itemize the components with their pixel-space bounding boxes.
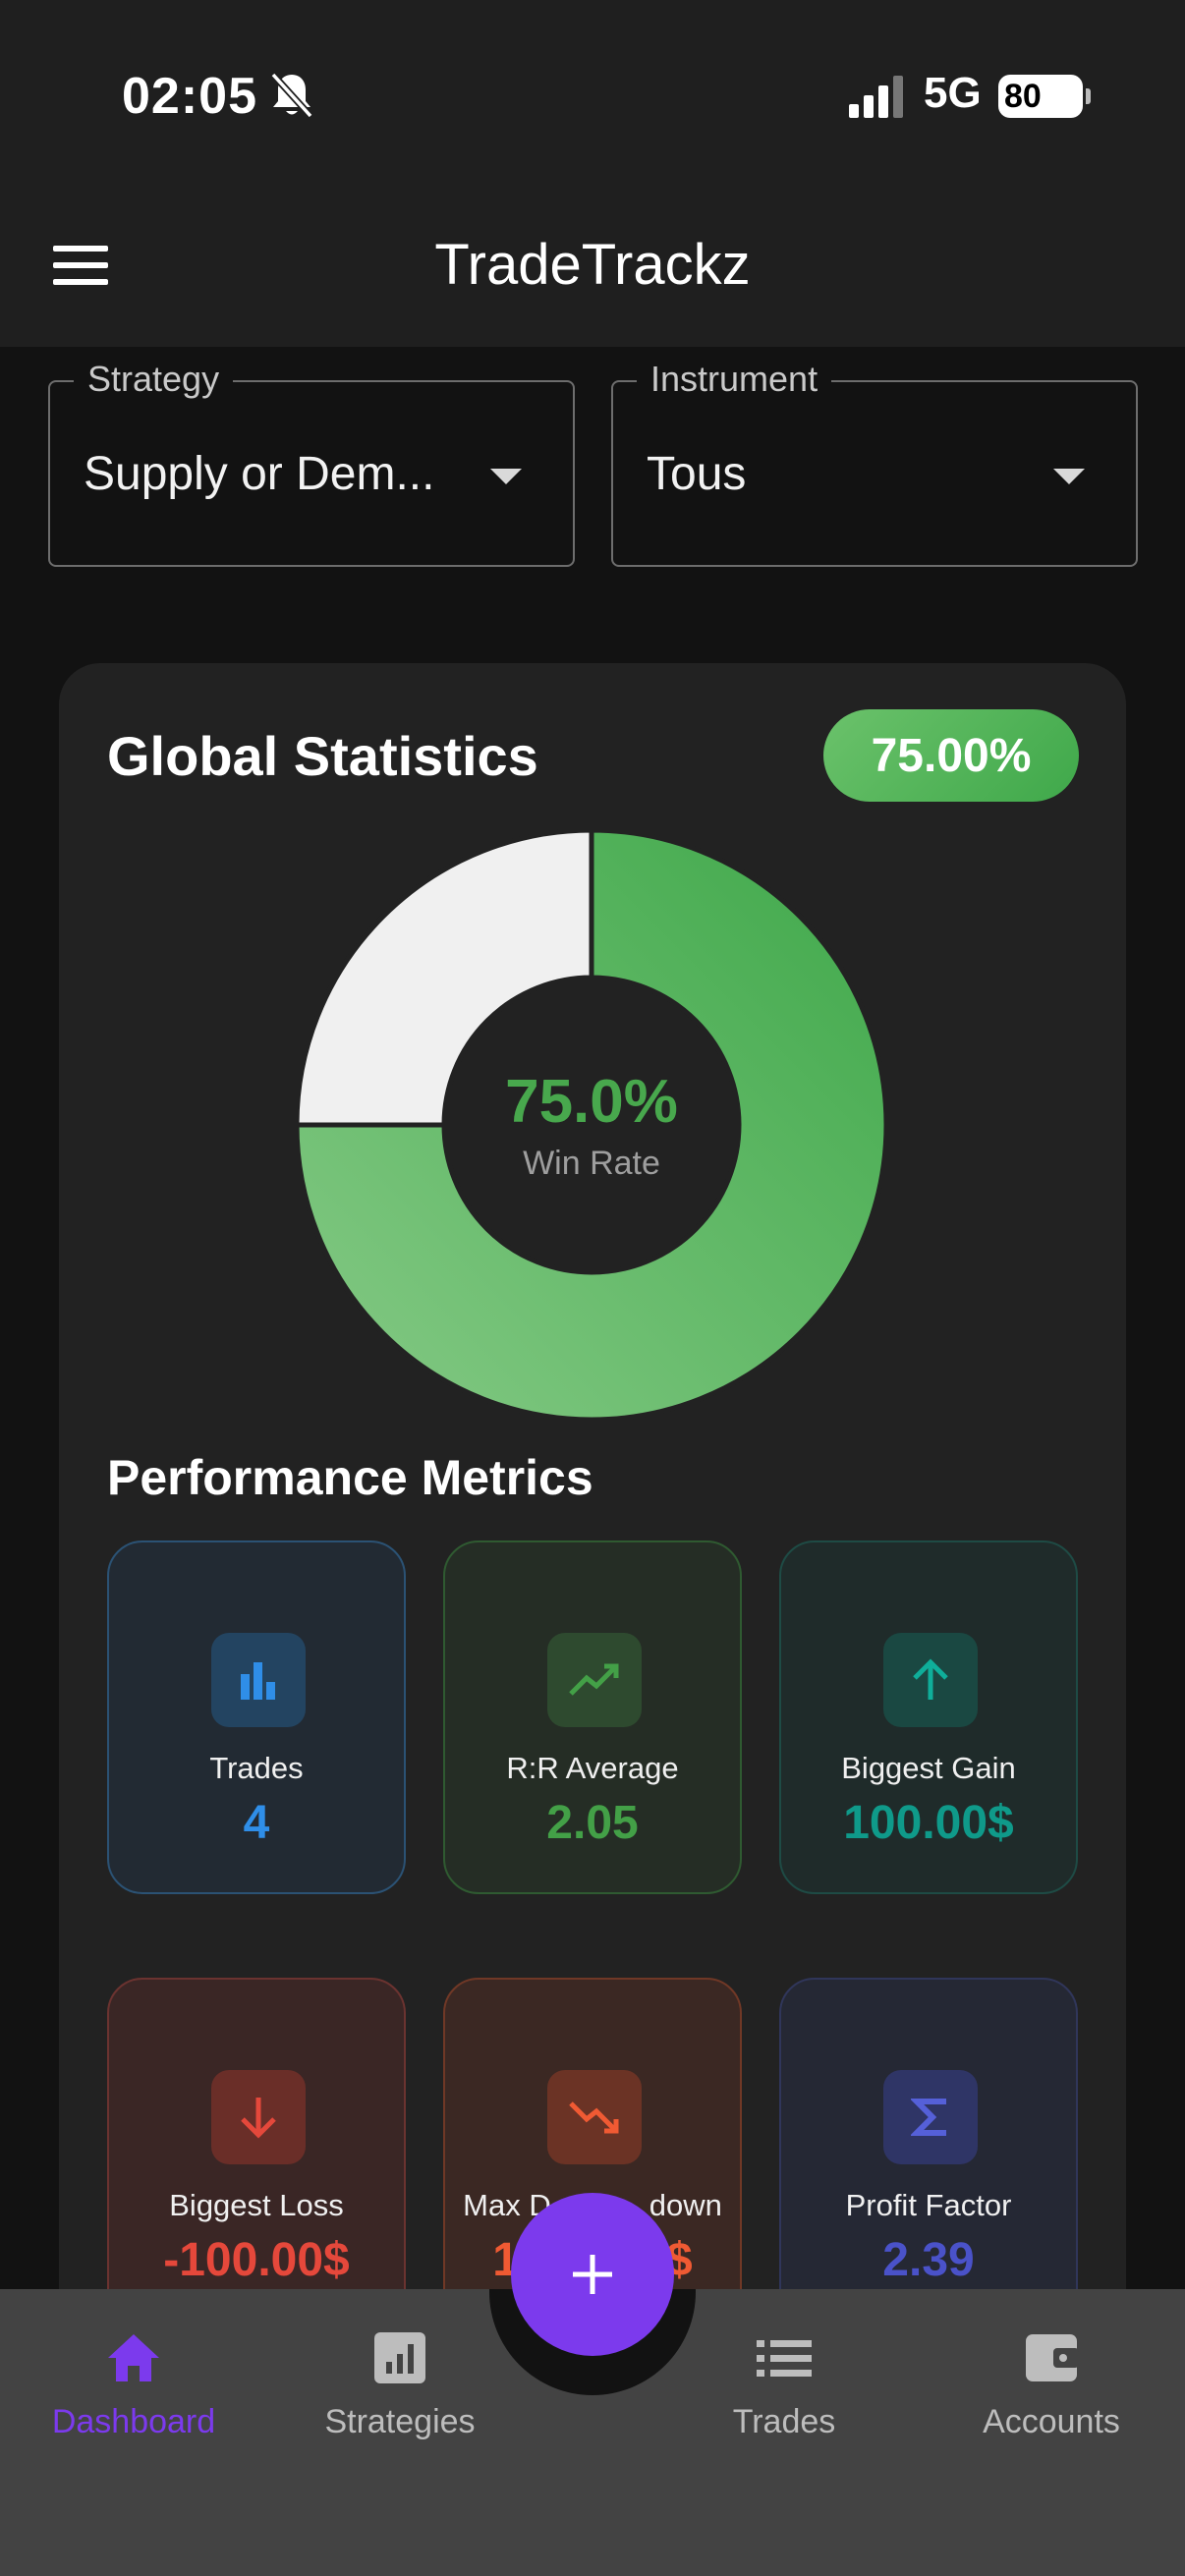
win-rate-badge: 75.00% bbox=[823, 709, 1079, 802]
metric-value: -100.00$ bbox=[163, 2234, 350, 2286]
battery-icon: 80 bbox=[998, 75, 1091, 118]
win-rate-value: 75.0% bbox=[505, 1068, 678, 1136]
metric-card-profit-factor: Profit Factor 2.39 bbox=[779, 1978, 1078, 2331]
home-icon bbox=[108, 2334, 159, 2381]
nav-label: Trades bbox=[732, 2403, 836, 2440]
win-rate-donut: 75.0% Win Rate bbox=[294, 827, 889, 1423]
app-header: 02:05 5G 80 TradeTrackz bbox=[0, 0, 1185, 347]
menu-button[interactable] bbox=[53, 246, 110, 287]
chevron-down-icon bbox=[490, 469, 522, 484]
list-icon bbox=[757, 2340, 812, 2377]
wallet-icon bbox=[1026, 2334, 1079, 2381]
plus-icon bbox=[573, 2255, 612, 2294]
global-statistics-card: Global Statistics 75.00% 75.0% Win Rate … bbox=[59, 663, 1126, 2510]
trending-down-icon bbox=[547, 2070, 642, 2164]
status-bar: 02:05 5G 80 bbox=[0, 0, 1185, 196]
network-type: 5G bbox=[924, 69, 982, 117]
instrument-value: Tous bbox=[647, 448, 747, 500]
metric-label: R:R Average bbox=[506, 1751, 679, 1785]
win-rate-label: Win Rate bbox=[523, 1145, 660, 1182]
instrument-label: Instrument bbox=[637, 359, 832, 400]
add-trade-button[interactable] bbox=[511, 2193, 674, 2356]
performance-metrics-title: Performance Metrics bbox=[107, 1450, 593, 1505]
signal-icon bbox=[849, 76, 903, 118]
nav-accounts[interactable]: Accounts bbox=[933, 2319, 1169, 2456]
nav-strategies[interactable]: Strategies bbox=[282, 2319, 518, 2456]
card-title: Global Statistics bbox=[107, 725, 538, 787]
donut-slice-loss bbox=[294, 827, 594, 1128]
metric-label: Profit Factor bbox=[845, 2188, 1012, 2222]
muted-bell-icon bbox=[270, 72, 313, 119]
strategies-icon bbox=[374, 2332, 425, 2383]
strategy-value: Supply or Dem... bbox=[84, 448, 435, 500]
metric-value: 2.39 bbox=[882, 2234, 975, 2286]
strategy-dropdown[interactable]: Strategy Supply or Dem... bbox=[48, 359, 575, 567]
nav-dashboard[interactable]: Dashboard bbox=[16, 2319, 252, 2456]
arrow-down-icon bbox=[211, 2070, 306, 2164]
sigma-icon bbox=[883, 2070, 978, 2164]
metric-card-biggest-gain: Biggest Gain 100.00$ bbox=[779, 1540, 1078, 1894]
donut-slice-win bbox=[294, 827, 889, 1423]
metric-card-rr-average: R:R Average 2.05 bbox=[443, 1540, 742, 1894]
metric-value: 100.00$ bbox=[843, 1797, 1014, 1849]
metric-label: Biggest Gain bbox=[841, 1751, 1016, 1785]
metric-value: 4 bbox=[243, 1797, 270, 1849]
app-title: TradeTrackz bbox=[434, 233, 751, 297]
status-time: 02:05 bbox=[122, 68, 257, 125]
nav-label: Accounts bbox=[983, 2403, 1120, 2440]
nav-label: Dashboard bbox=[51, 2403, 216, 2440]
strategy-label: Strategy bbox=[74, 359, 234, 400]
metric-label-end: down bbox=[649, 2188, 722, 2222]
trending-up-icon bbox=[547, 1633, 642, 1727]
metric-label: Trades bbox=[209, 1751, 304, 1785]
metric-label: Biggest Loss bbox=[169, 2188, 344, 2222]
arrow-up-icon bbox=[883, 1633, 978, 1727]
instrument-dropdown[interactable]: Instrument Tous bbox=[611, 359, 1138, 567]
chevron-down-icon bbox=[1053, 469, 1085, 484]
metric-value: 2.05 bbox=[546, 1797, 639, 1849]
nav-label: Strategies bbox=[324, 2403, 476, 2440]
metric-card-trades: Trades 4 bbox=[107, 1540, 406, 1894]
donut-chart bbox=[294, 827, 889, 1423]
battery-level: 80 bbox=[1004, 77, 1042, 115]
nav-trades[interactable]: Trades bbox=[666, 2319, 902, 2456]
metric-card-biggest-loss: Biggest Loss -100.00$ bbox=[107, 1978, 406, 2331]
bar-chart-icon bbox=[211, 1633, 306, 1727]
